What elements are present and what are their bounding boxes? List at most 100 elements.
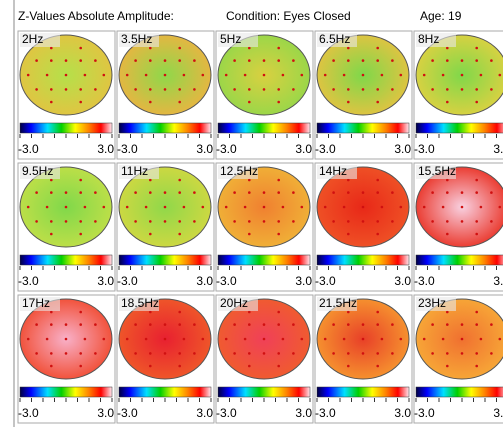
electrode [376,220,380,223]
topo-panel: 12.5Hz -3.0 3.0 [215,162,314,292]
electrode [144,205,148,209]
color-bar [217,254,311,266]
electrode [79,352,82,355]
electrode [441,337,445,341]
electrode [446,59,449,62]
topo-panel: 5Hz -3.0 3.0 [215,30,314,160]
electrode [347,100,350,104]
electrode [475,310,479,314]
electrode [361,191,365,194]
label-bg [416,297,456,311]
electrode [475,100,479,104]
electrode [399,73,403,77]
electrode [178,100,181,104]
electrode [262,73,266,77]
color-bar [217,122,311,134]
scale-max: 3.0 [394,406,411,420]
electrode [262,323,266,326]
electrode [262,191,266,194]
electrode [35,352,38,355]
electrode [193,352,196,355]
electrode [149,323,152,326]
topo-panel: 9.5Hz -3.0 3.0 [17,162,116,292]
electrode [332,352,335,355]
electrode [479,337,483,341]
electrode [347,364,350,368]
electrode [281,73,285,77]
scale-min: -3.0 [18,274,39,288]
electrode [431,352,434,355]
electrode [277,59,281,62]
electrode [50,220,53,223]
electrode [149,46,152,50]
electrode [475,59,479,62]
frequency-label: 14Hz [319,164,347,178]
electrode [35,220,38,223]
color-bar [316,254,410,266]
electrode [134,352,137,355]
scale-max: 3.0 [196,142,213,156]
topo-map [415,298,503,380]
electrode [248,310,251,314]
electrode [347,191,350,194]
electrode [460,220,464,223]
frequency-label: 21.5Hz [319,296,357,310]
electrode [50,352,53,355]
electrode [490,88,493,91]
electrode [342,337,346,341]
electrode [50,178,53,182]
electrode [79,310,82,314]
electrode [391,220,394,223]
electrode [479,73,483,77]
electrode [475,220,479,223]
scale-max: 3.0 [97,274,114,288]
electrode [94,220,97,223]
topo-panel: 20Hz -3.0 3.0 [215,294,314,424]
electrode [64,337,68,341]
electrode [102,205,106,209]
electrode [178,178,181,182]
electrode [193,220,196,223]
electrode [182,73,186,77]
electrode [475,352,479,355]
electrode [163,337,167,341]
electrode [35,323,38,326]
electrode [460,191,464,194]
electrode [26,73,30,77]
electrode [361,352,365,355]
electrode [277,100,281,104]
electrode [361,205,365,209]
electrode [64,59,68,62]
electrode [178,310,181,314]
scale-min: -3.0 [216,406,237,420]
electrode [83,205,87,209]
electrode [475,178,479,182]
electrode [102,337,106,341]
electrode [323,205,327,209]
scale-min: -3.0 [18,142,39,156]
electrode [193,59,196,62]
electrode [376,59,380,62]
electrode [376,88,380,91]
electrode [292,88,295,91]
electrode [178,59,181,62]
electrode [446,232,449,236]
topo-panel: 23Hz -3.0 3.0 [413,294,503,424]
electrode [446,88,449,91]
electrode [79,178,82,182]
scale-max: 3.0 [196,274,213,288]
label-bg [218,33,258,47]
frequency-label: 5Hz [220,32,241,46]
electrode [498,337,502,341]
electrode [149,364,152,368]
electrode [446,310,449,314]
electrode [332,191,335,194]
electrode [94,323,97,326]
electrode [243,205,247,209]
electrode [163,352,167,355]
electrode [431,191,434,194]
frequency-label: 15.5Hz [418,164,456,178]
electrode [490,220,493,223]
label-bg [218,165,258,179]
